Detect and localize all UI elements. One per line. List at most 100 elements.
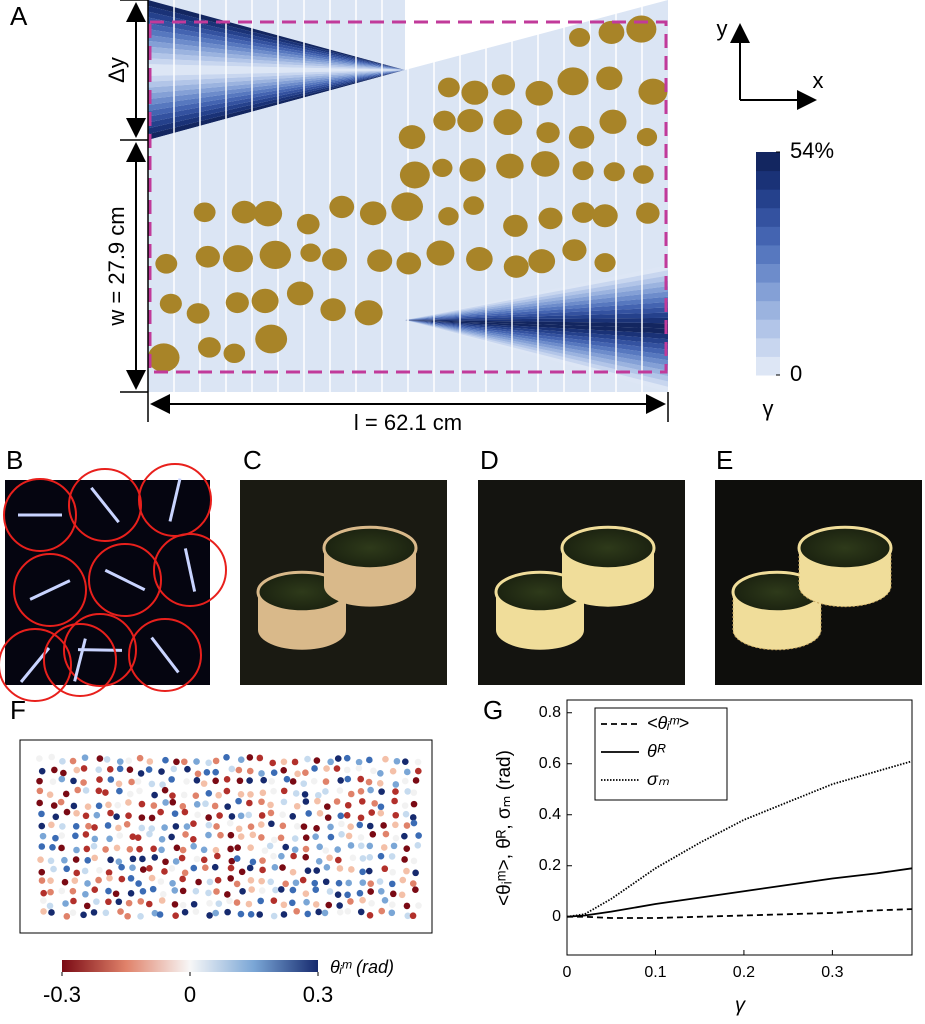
- f-particle: [290, 852, 297, 860]
- f-particle: [193, 801, 201, 808]
- f-particle: [280, 911, 288, 918]
- f-particle: [327, 823, 334, 831]
- f-particle: [283, 775, 291, 783]
- f-particle: [347, 790, 355, 798]
- disk: [433, 110, 456, 131]
- f-particle: [37, 856, 44, 863]
- f-particle: [258, 887, 266, 894]
- f-particle: [36, 787, 44, 795]
- f-particle: [82, 831, 90, 838]
- f-particle: [205, 821, 213, 829]
- f-particle: [194, 770, 202, 778]
- f-particle: [183, 823, 191, 830]
- f-particle: [335, 856, 342, 864]
- x-axis-label: γ: [735, 994, 746, 1016]
- disk: [562, 239, 587, 262]
- f-particle: [336, 787, 344, 794]
- f-particle: [301, 791, 309, 798]
- f-particle: [61, 856, 68, 864]
- disk: [598, 20, 625, 45]
- f-particle: [103, 756, 111, 763]
- wedge-band: [405, 280, 668, 320]
- colorbar-band: [756, 244, 780, 264]
- f-particle: [278, 852, 285, 860]
- panel-label: E: [716, 445, 733, 475]
- f-particle: [72, 832, 79, 840]
- f-particle: [410, 857, 418, 865]
- f-particle: [245, 900, 253, 908]
- f-particle: [414, 758, 422, 766]
- photo-particle: [128, 618, 202, 692]
- f-particle: [81, 754, 89, 761]
- f-particle: [302, 853, 310, 861]
- f-particle: [183, 778, 190, 785]
- f-particle: [36, 777, 43, 785]
- f-particle: [344, 908, 352, 915]
- f-particle: [62, 900, 69, 907]
- f-particle: [388, 901, 396, 908]
- f-particle: [377, 803, 385, 811]
- colorbar-label: θᵢᵐ (rad): [330, 957, 394, 977]
- f-particle: [159, 781, 166, 789]
- f-particle: [258, 877, 265, 885]
- f-particle: [321, 909, 329, 917]
- disk: [359, 201, 387, 226]
- wedge-band: [405, 320, 668, 392]
- colorbar-tick-label: 0: [790, 361, 802, 386]
- f-particle: [293, 822, 301, 830]
- disk: [636, 202, 660, 224]
- f-particle: [157, 808, 164, 816]
- f-particle: [200, 856, 208, 864]
- f-particle: [234, 844, 241, 851]
- f-particle: [343, 754, 351, 762]
- disk: [536, 122, 560, 144]
- f-particle: [60, 769, 67, 777]
- disk: [569, 27, 591, 47]
- f-particle: [63, 808, 71, 816]
- dy-label: Δy: [104, 57, 129, 83]
- f-particle: [158, 846, 165, 854]
- f-particle: [211, 802, 219, 810]
- f-particle: [261, 847, 269, 854]
- f-particle: [304, 910, 312, 918]
- axis-x-label: x: [813, 68, 824, 93]
- f-particle: [168, 865, 176, 872]
- f-particle: [193, 758, 200, 765]
- f-particle: [409, 880, 417, 887]
- f-particle: [80, 779, 87, 786]
- f-particle: [80, 911, 87, 919]
- f-particle: [227, 845, 234, 853]
- f-particle: [192, 908, 200, 915]
- f-particle: [102, 846, 109, 853]
- f-particle: [151, 909, 159, 917]
- disk: [195, 245, 220, 268]
- f-particle: [59, 758, 66, 765]
- f-particle: [345, 832, 353, 840]
- f-particle: [203, 769, 211, 776]
- f-particle: [125, 812, 132, 820]
- f-particle: [302, 890, 310, 897]
- series-line: [567, 908, 913, 919]
- f-particle: [399, 876, 407, 884]
- wedge-band: [405, 320, 668, 377]
- f-particle: [214, 852, 221, 860]
- wedge-band: [405, 291, 668, 320]
- wedge-band: [405, 270, 668, 320]
- f-particle: [378, 907, 386, 915]
- colorbar-label: γ: [763, 396, 774, 421]
- f-particle: [357, 908, 365, 916]
- f-particle: [280, 767, 288, 774]
- f-particle: [134, 834, 142, 841]
- f-particle: [81, 867, 89, 875]
- f-particle: [236, 777, 244, 785]
- f-particle: [145, 766, 153, 773]
- f-particle: [256, 911, 264, 918]
- f-particle: [289, 886, 297, 894]
- f-particle: [63, 865, 70, 873]
- colorbar-band: [756, 152, 780, 172]
- f-particle: [279, 864, 286, 871]
- f-particle: [333, 765, 341, 772]
- f-particle: [392, 788, 399, 795]
- disk: [572, 161, 594, 181]
- panel-label: B: [6, 445, 23, 475]
